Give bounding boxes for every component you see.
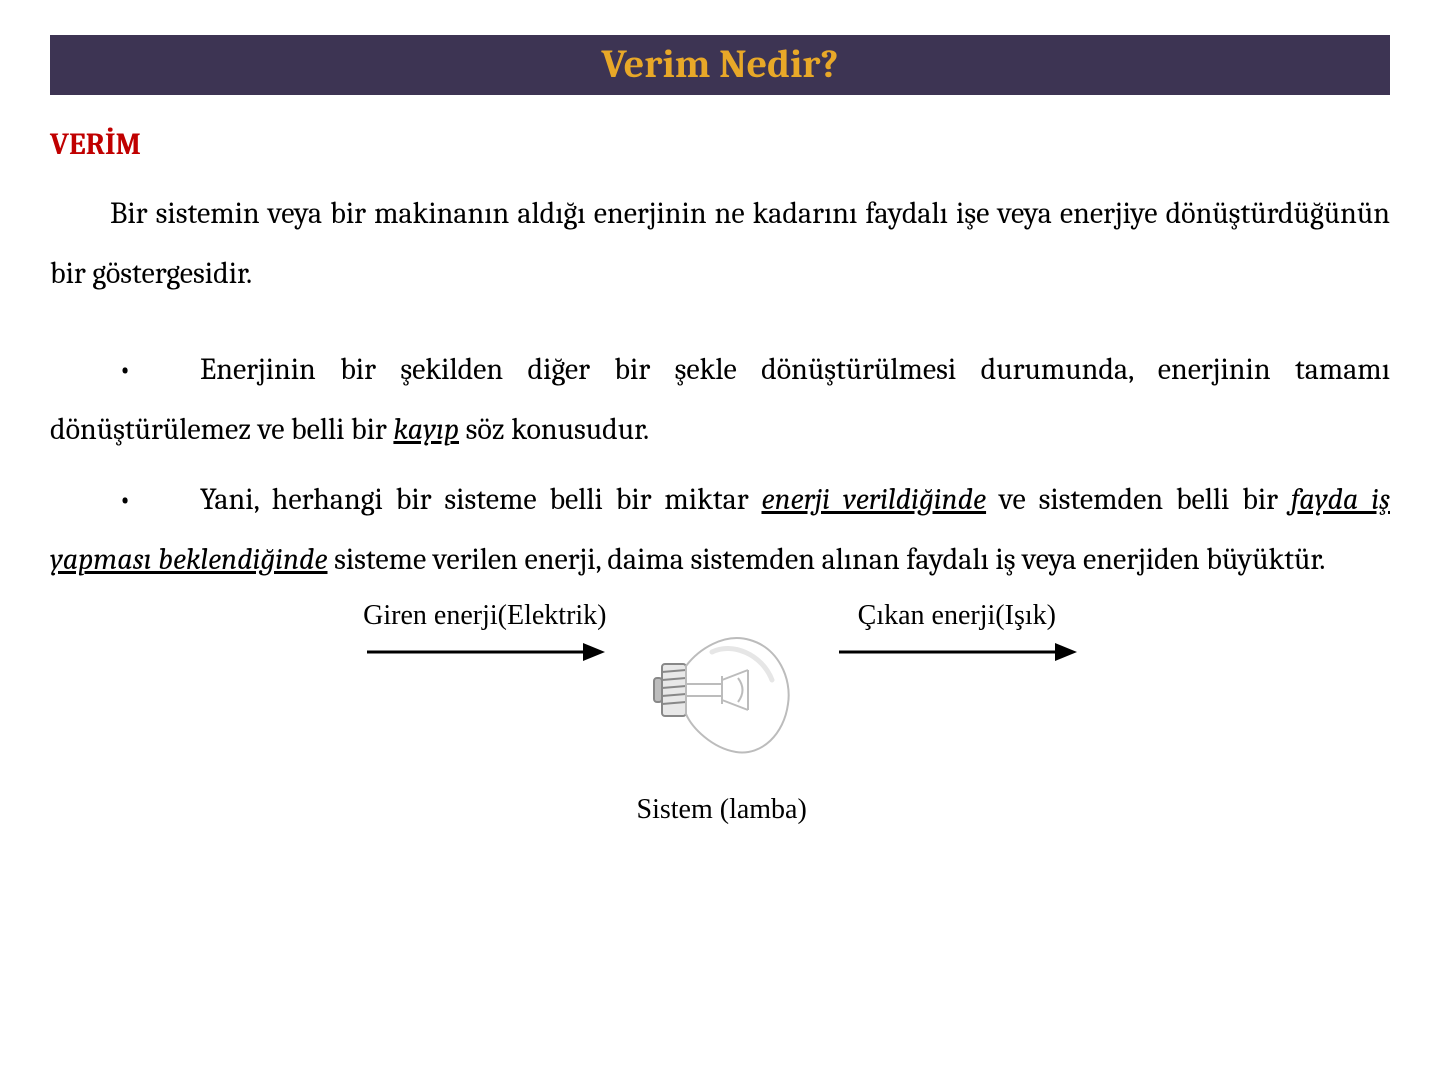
bullet-1-pre: Enerjinin bir şekilden diğer bir şekle d… (50, 352, 1390, 447)
bullet-2-em1: enerji verildiğinde (761, 482, 986, 517)
bullet-2-mid: ve sistemden belli bir (986, 482, 1291, 517)
diagram-input-label: Giren enerji(Elektrik) (363, 600, 606, 632)
bullet-item-2: •Yani, herhangi bir sisteme belli bir mi… (50, 470, 1390, 590)
arrow-right-icon (365, 640, 605, 664)
diagram-system-caption: Sistem (lamba) (637, 794, 807, 826)
title-bar: Verim Nedir? (50, 35, 1390, 95)
intro-paragraph: Bir sistemin veya bir makinanın aldığı e… (50, 184, 1390, 304)
diagram-input-col: Giren enerji(Elektrik) (363, 600, 606, 664)
bullet-marker-icon: • (50, 340, 200, 400)
bullet-1-post: söz konusudur. (459, 412, 649, 447)
bullet-2-post: sisteme verilen enerji, daima sistemden … (328, 542, 1326, 577)
diagram-system-col: Sistem (lamba) (637, 600, 807, 826)
bullet-item-1: •Enerjinin bir şekilden diğer bir şekle … (50, 340, 1390, 460)
diagram-output-label: Çıkan enerji(Işık) (858, 600, 1056, 632)
arrow-right-icon (837, 640, 1077, 664)
bullet-1-em1: kayıp (393, 412, 459, 447)
bullet-2-pre: Yani, herhangi bir sisteme belli bir mik… (200, 482, 761, 517)
diagram-output-col: Çıkan enerji(Işık) (837, 600, 1077, 664)
slide: Verim Nedir? VERİM Bir sistemin veya bir… (0, 0, 1440, 1080)
slide-title: Verim Nedir? (602, 41, 839, 87)
diagram: Giren enerji(Elektrik) (50, 600, 1390, 826)
bullet-marker-icon: • (50, 470, 200, 530)
lightbulb-icon (652, 600, 792, 780)
section-heading: VERİM (50, 127, 1390, 162)
